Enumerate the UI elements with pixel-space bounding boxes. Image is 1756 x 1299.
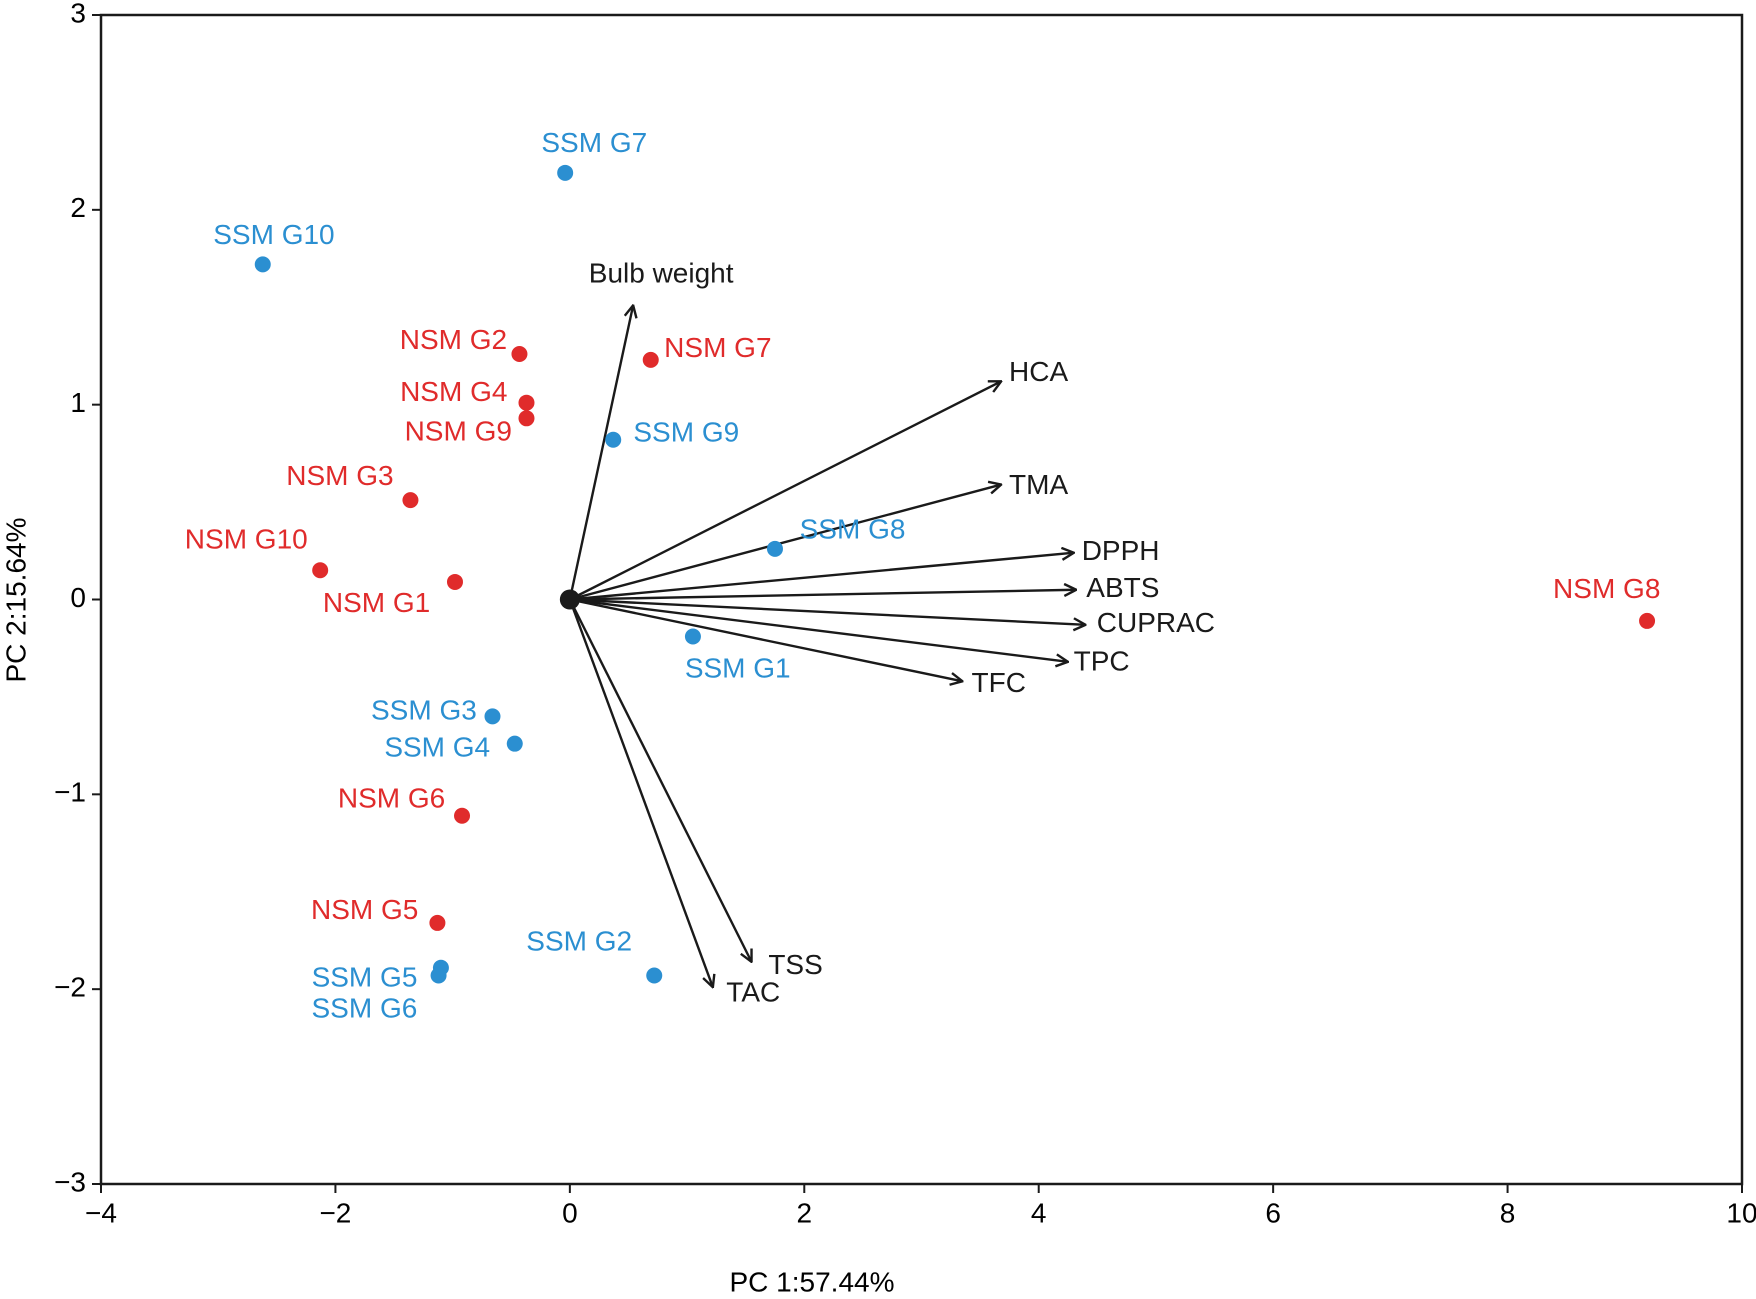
score-point [511,346,528,363]
point-label: NSM G4 [400,376,507,407]
score-point [506,735,523,752]
y-tick-label: 1 [70,387,86,418]
y-tick-label: 3 [70,0,86,28]
loading-arrow [569,381,1001,601]
point-label: SSM G2 [526,925,632,956]
y-tick-label: −2 [54,972,86,1003]
origin-dot [559,589,580,610]
score-point [1639,612,1656,629]
score-point [605,431,622,448]
y-tick-label: 2 [70,192,86,223]
score-point [642,351,659,368]
point-label: SSM G4 [384,732,490,763]
score-point [402,492,419,509]
loading-arrow [569,598,963,682]
point-label: SSM G9 [633,417,739,448]
point-label: NSM G2 [400,324,507,355]
x-tick-label: 10 [1726,1197,1756,1228]
x-axis-label: PC 1:57.44% [730,1266,895,1297]
point-label: NSM G7 [664,332,771,363]
point-label: SSM G8 [800,513,906,544]
loading-label: DPPH [1082,535,1160,566]
point-label: NSM G10 [185,524,308,555]
point-label: SSM G10 [213,219,334,250]
point-label: NSM G8 [1553,573,1660,604]
point-label: NSM G3 [286,460,393,491]
loading-label: TSS [768,949,822,980]
score-point [766,540,783,557]
loading-label: TFC [971,667,1025,698]
point-label: SSM G3 [371,694,477,725]
point-label: NSM G9 [405,415,512,446]
score-point [518,394,535,411]
loading-arrow [568,599,713,988]
loading-arrow [568,305,633,600]
score-point [484,708,501,725]
score-point [557,164,574,181]
loading-label: CUPRAC [1097,607,1215,638]
point-label: SSM G1 [685,653,791,684]
x-tick-label: 0 [562,1197,578,1228]
score-point [684,628,701,645]
loading-arrow [569,553,1074,601]
loading-label: TMA [1009,469,1068,500]
loading-label: ABTS [1086,572,1159,603]
point-label: NSM G6 [338,782,445,813]
score-point [430,967,447,984]
x-tick-label: 2 [796,1197,812,1228]
point-label: SSM G5 [312,961,418,992]
point-label: SSM G7 [541,127,647,158]
loading-label: Bulb weight [589,257,734,288]
point-label: SSM G6 [311,993,417,1024]
score-point [518,410,535,427]
x-tick-label: 8 [1500,1197,1516,1228]
score-point [454,807,471,824]
loading-arrow [569,598,1086,625]
loading-arrow [569,590,1076,601]
loading-arrow [568,598,752,962]
x-tick-label: 4 [1031,1197,1047,1228]
y-tick-label: −1 [54,777,86,808]
loading-label: TAC [726,976,780,1007]
y-axis-label: PC 2:15.64% [0,518,31,683]
x-tick-label: −2 [319,1197,351,1228]
loading-arrow [569,485,1001,601]
score-point [446,573,463,590]
loading-label: TPC [1074,645,1130,676]
loading-label: HCA [1009,356,1068,387]
x-tick-label: −4 [85,1197,117,1228]
y-tick-label: −3 [54,1166,86,1197]
point-label: NSM G1 [323,587,430,618]
score-point [312,562,329,579]
y-tick-label: 0 [70,582,86,613]
score-point [429,914,446,931]
x-tick-label: 6 [1265,1197,1281,1228]
point-label: NSM G5 [311,894,418,925]
score-point [646,967,663,984]
score-point [254,256,271,273]
loading-arrow [569,598,1068,662]
